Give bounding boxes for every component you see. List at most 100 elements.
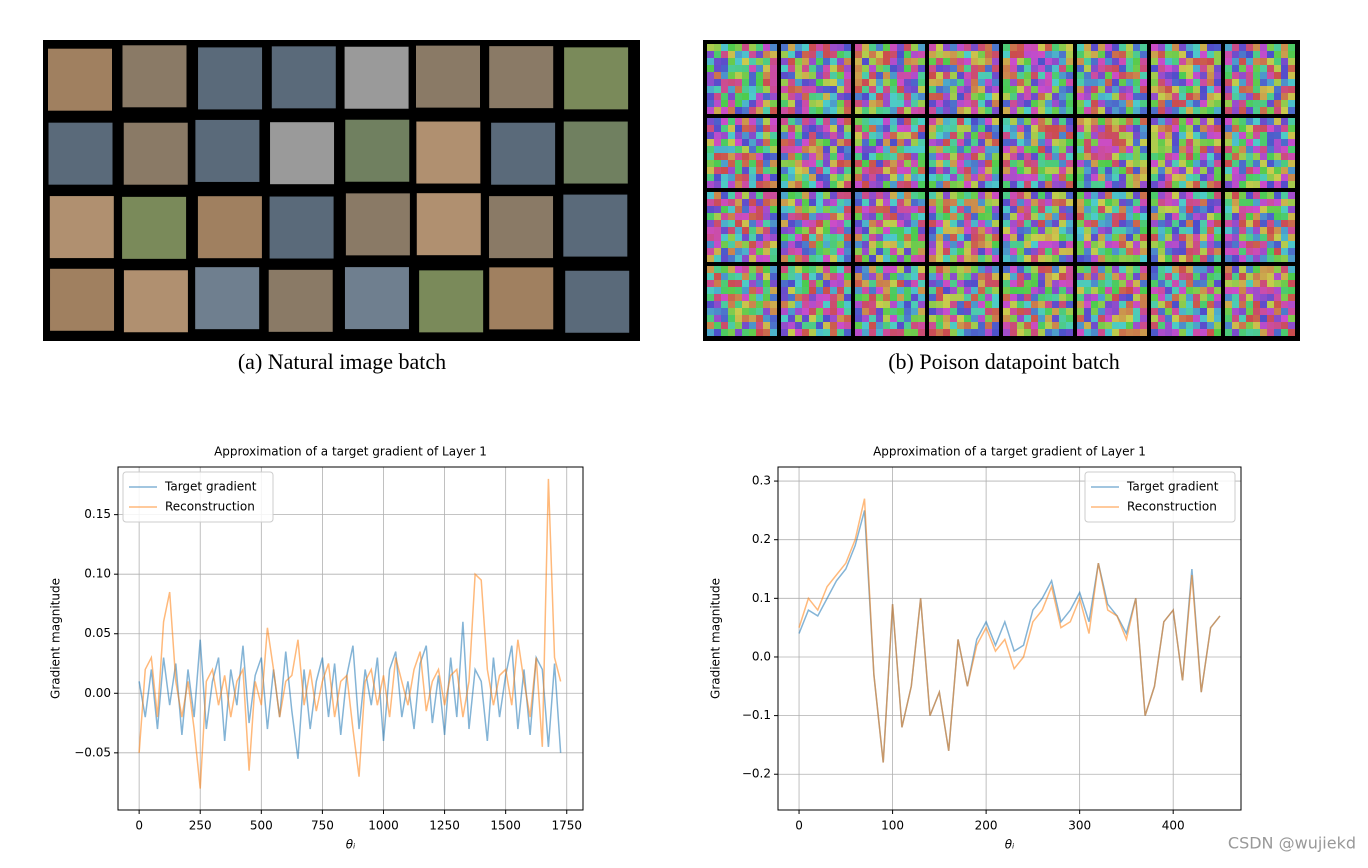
noise-cell <box>957 206 964 213</box>
noise-cell <box>816 220 823 227</box>
noise-cell <box>883 174 890 181</box>
noise-cell <box>1232 118 1239 125</box>
noise-cell <box>714 118 721 125</box>
noise-cell <box>1165 266 1172 273</box>
noise-cell <box>918 234 925 241</box>
noise-cell <box>964 118 971 125</box>
noise-cell <box>1239 146 1246 153</box>
noise-cell <box>876 315 883 322</box>
noise-cell <box>1038 322 1045 329</box>
noise-cell <box>904 199 911 206</box>
noise-cell <box>1119 280 1126 287</box>
noise-cell <box>1010 132 1017 139</box>
noise-cell <box>1126 192 1133 199</box>
noise-cell <box>876 234 883 241</box>
noise-cell <box>978 107 985 114</box>
noise-cell <box>890 107 897 114</box>
noise-cell <box>756 79 763 86</box>
noise-cell <box>742 146 749 153</box>
noise-cell <box>1059 220 1066 227</box>
noise-cell <box>1253 146 1260 153</box>
noise-cell <box>992 79 999 86</box>
noise-cell <box>1091 227 1098 234</box>
noise-cell <box>1267 139 1274 146</box>
noise-cell <box>1172 287 1179 294</box>
noise-cell <box>763 322 770 329</box>
noise-cell <box>1232 199 1239 206</box>
noise-cell <box>756 322 763 329</box>
noise-cell <box>1158 294 1165 301</box>
noise-cell <box>992 51 999 58</box>
noise-cell <box>770 322 777 329</box>
y-tick-label: 0.3 <box>752 474 771 488</box>
noise-cell <box>830 146 837 153</box>
noise-cell <box>823 160 830 167</box>
noise-cell <box>862 273 869 280</box>
noise-cell <box>721 220 728 227</box>
noise-cell <box>809 308 816 315</box>
noise-cell <box>855 107 862 114</box>
noise-cell <box>1239 308 1246 315</box>
noise-cell <box>756 146 763 153</box>
noise-cell <box>890 118 897 125</box>
noise-cell <box>943 255 950 262</box>
noise-cell <box>756 153 763 160</box>
noise-cell <box>1253 160 1260 167</box>
noise-cell <box>1017 280 1024 287</box>
noise-cell <box>1003 329 1010 336</box>
noise-cell <box>1084 125 1091 132</box>
noise-cell <box>721 322 728 329</box>
noise-cell <box>1112 58 1119 65</box>
noise-cell <box>1193 241 1200 248</box>
noise-cell <box>823 234 830 241</box>
noise-cell <box>950 280 957 287</box>
noise-cell <box>1098 266 1105 273</box>
noise-cell <box>985 199 992 206</box>
noise-cell <box>1260 220 1267 227</box>
noise-cell <box>978 329 985 336</box>
noise-cell <box>1288 315 1295 322</box>
noise-cell <box>971 72 978 79</box>
noise-cell <box>1225 167 1232 174</box>
noise-cell <box>781 174 788 181</box>
noise-cell <box>1200 153 1207 160</box>
noise-cell <box>1031 58 1038 65</box>
noise-cell <box>1052 206 1059 213</box>
noise-cell <box>978 72 985 79</box>
noise-cell <box>1066 100 1073 107</box>
noise-cell <box>1225 322 1232 329</box>
noise-cell <box>943 294 950 301</box>
noise-cell <box>1024 139 1031 146</box>
noise-cell <box>1066 192 1073 199</box>
noise-cell <box>883 248 890 255</box>
noise-cell <box>830 241 837 248</box>
noise-cell <box>1024 227 1031 234</box>
noise-cell <box>950 100 957 107</box>
noise-cell <box>897 248 904 255</box>
noise-cell <box>1267 255 1274 262</box>
noise-cell <box>883 44 890 51</box>
noise-cell <box>721 273 728 280</box>
noise-cell <box>763 266 770 273</box>
noise-cell <box>1133 167 1140 174</box>
noise-cell <box>904 51 911 58</box>
noise-cell <box>1091 213 1098 220</box>
noise-cell <box>971 51 978 58</box>
noise-cell <box>809 199 816 206</box>
noise-cell <box>1253 315 1260 322</box>
noise-cell <box>1214 234 1221 241</box>
noise-cell <box>781 79 788 86</box>
noise-cell <box>890 199 897 206</box>
noise-cell <box>992 72 999 79</box>
noise-cell <box>1214 44 1221 51</box>
data-line <box>798 498 1221 763</box>
noise-cell <box>728 146 735 153</box>
noise-cell <box>844 86 851 93</box>
noise-cell <box>1172 227 1179 234</box>
noise-cell <box>1077 220 1084 227</box>
noise-cell <box>1172 160 1179 167</box>
noise-cell <box>911 139 918 146</box>
noise-cell <box>1253 255 1260 262</box>
noise-cell <box>904 118 911 125</box>
noise-cell <box>1133 160 1140 167</box>
